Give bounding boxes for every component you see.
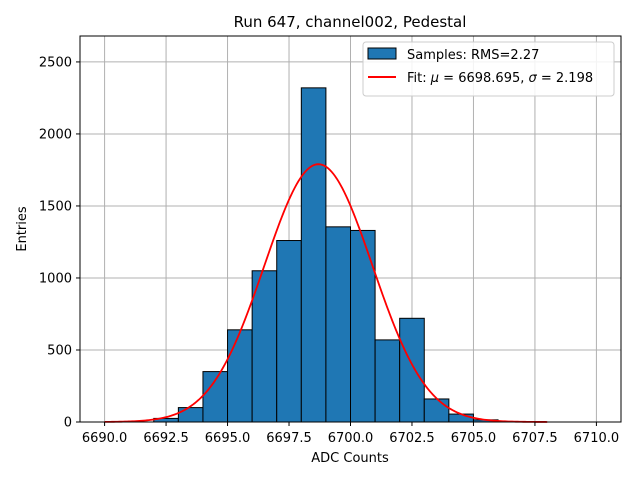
legend-histogram-swatch (367, 47, 397, 60)
legend-fit-mu-text: = 6698.695, (439, 71, 528, 86)
y-tick-label: 2000 (39, 127, 72, 142)
histogram-bar (227, 329, 253, 423)
x-tick-label: 6702.5 (389, 431, 435, 446)
histogram-bar (374, 339, 401, 423)
histogram-bar (276, 240, 302, 423)
x-tick-label: 6692.5 (143, 431, 189, 446)
legend-fit-sigma-symbol: σ (529, 71, 538, 86)
legend: Samples: RMS=2.27 Fit: μ = 6698.695, σ =… (362, 41, 615, 97)
x-tick-label: 6695.0 (205, 431, 251, 446)
legend-fit-sigma-text: = 2.198 (537, 71, 593, 86)
histogram-bar (251, 270, 278, 423)
legend-fit-label: Fit: μ = 6698.695, σ = 2.198 (407, 71, 593, 86)
x-axis-ticks: 6690.0 6692.5 6695.0 6697.5 6700.0 6702.5 6705… (82, 422, 619, 446)
legend-histogram-label: Samples: RMS=2.27 (407, 48, 539, 63)
legend-fit-prefix: Fit: (407, 71, 431, 86)
histogram-bar (448, 413, 474, 423)
x-tick-label: 6690.0 (82, 431, 128, 446)
histogram-bar (423, 398, 450, 423)
histogram-bar (325, 226, 351, 423)
y-tick-label: 1000 (39, 271, 72, 286)
y-axis-ticks: 0 500 1000 1500 2000 2500 (39, 55, 80, 431)
chart-title: Run 647, channel002, Pedestal (234, 13, 467, 31)
histogram-bar (399, 317, 425, 423)
x-tick-label: 6707.5 (512, 431, 558, 446)
gaussian-fit-curve (104, 163, 548, 423)
x-tick-label: 6705.0 (451, 431, 497, 446)
y-axis-label: Entries (15, 206, 30, 252)
legend-box (362, 41, 615, 97)
y-tick-label: 500 (47, 343, 72, 358)
histogram-bar (300, 87, 327, 423)
x-axis-label: ADC Counts (311, 451, 389, 466)
fit-curve-layer (104, 163, 548, 423)
x-tick-label: 6700.0 (328, 431, 374, 446)
histogram-bar (177, 407, 204, 423)
x-tick-label: 6710.0 (574, 431, 620, 446)
y-tick-label: 2500 (39, 55, 72, 70)
y-tick-label: 0 (64, 416, 72, 431)
legend-fit-mu-symbol: μ (430, 71, 439, 86)
y-tick-label: 1500 (39, 199, 72, 214)
histogram-bars (153, 87, 499, 423)
x-tick-label: 6697.5 (266, 431, 312, 446)
histogram-bar (350, 229, 376, 423)
